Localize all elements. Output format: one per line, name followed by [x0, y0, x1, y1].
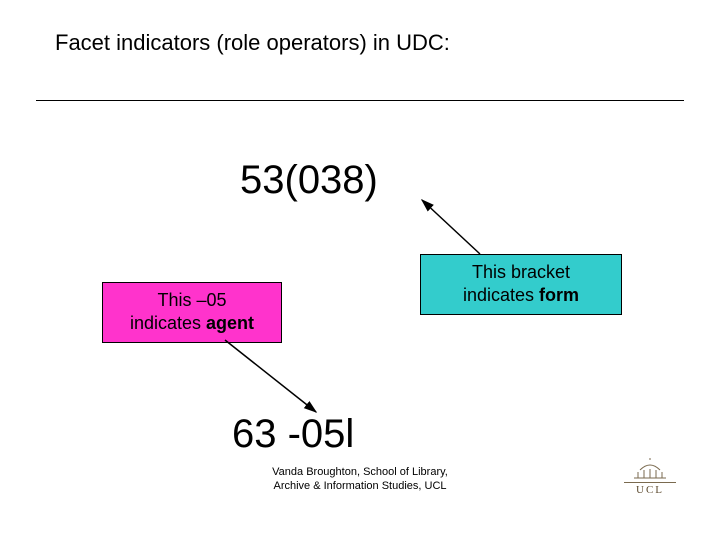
ucl-logo: UCL	[624, 458, 676, 496]
footer-attribution: Vanda Broughton, School of Library, Arch…	[0, 466, 720, 494]
footer-line2: Archive & Information Studies, UCL	[273, 480, 446, 492]
footer-line1: Vanda Broughton, School of Library,	[272, 466, 448, 478]
ucl-logo-label: UCL	[624, 482, 676, 496]
arrow-agent-to-code	[0, 0, 720, 540]
ucl-dome-icon	[628, 458, 672, 480]
